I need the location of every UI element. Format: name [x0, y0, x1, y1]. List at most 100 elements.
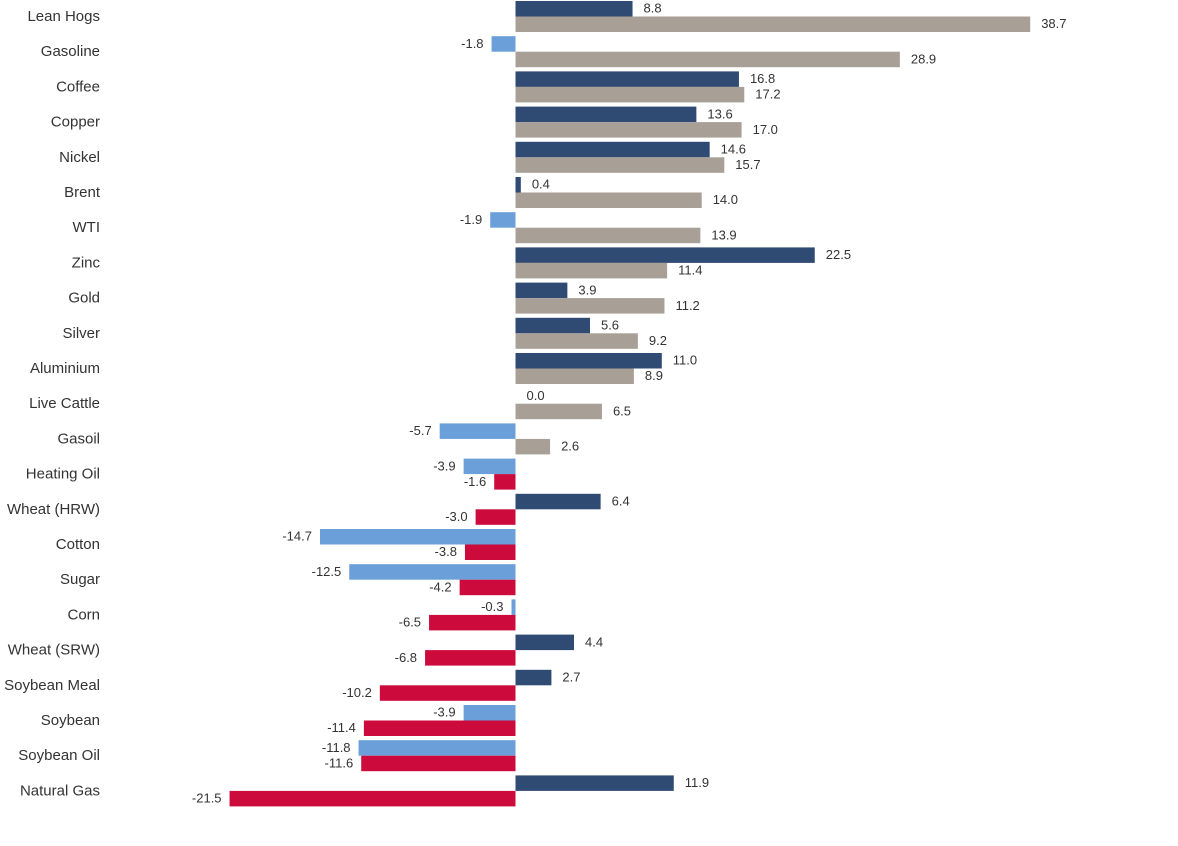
category-label-copper: Copper: [51, 114, 100, 131]
bar-gasoline-series-2: [515, 51, 900, 68]
value-label-natural-gas-series-2: -21.5: [192, 791, 222, 806]
value-label-soybean-series-1: -3.9: [433, 705, 455, 720]
bar-lean-hogs-series-2: [515, 16, 1031, 32]
value-label-silver-series-2: 9.2: [649, 333, 667, 348]
value-label-wheat-srw-series-1: 4.4: [585, 634, 603, 649]
category-label-silver: Silver: [62, 325, 100, 342]
category-label-coffee: Coffee: [56, 78, 100, 95]
bar-soybean-oil-series-2: [361, 755, 516, 772]
bar-silver-series-1: [515, 317, 590, 334]
value-label-zinc-series-2: 11.4: [678, 263, 702, 278]
value-label-gold-series-1: 3.9: [578, 282, 596, 297]
labels-layer: Lean Hogs 8.8 38.7 Gasoline -1.8 28.9 Coffee 16…: [4, 1, 1066, 806]
category-label-natural-gas: Natural Gas: [20, 782, 100, 799]
bar-nickel-series-1: [515, 141, 710, 158]
bar-brent-series-1: [515, 177, 521, 193]
bar-sugar-series-1: [349, 564, 516, 580]
category-label-soybean-meal: Soybean Meal: [4, 677, 100, 694]
value-label-wti-series-1: -1.9: [460, 212, 482, 227]
value-label-aluminium-series-2: 8.9: [645, 368, 663, 383]
value-label-live-cattle-series-1: 0.0: [527, 388, 545, 403]
value-label-wheat-hrw-series-2: -3.0: [445, 509, 467, 524]
value-label-lean-hogs-series-1: 8.8: [644, 1, 662, 16]
value-label-live-cattle-series-2: 6.5: [613, 403, 631, 418]
bar-soybean-oil-series-1: [358, 740, 516, 756]
bar-cotton-series-2: [464, 544, 516, 560]
bar-wheat-srw-series-1: [515, 634, 575, 651]
value-label-heating-oil-series-1: -3.9: [433, 458, 455, 473]
bar-gasoil-series-2: [515, 438, 551, 455]
value-label-natural-gas-series-1: 11.9: [685, 775, 709, 790]
category-label-heating-oil: Heating Oil: [26, 466, 100, 483]
value-label-wheat-hrw-series-1: 6.4: [612, 493, 630, 508]
category-label-soybean-oil: Soybean Oil: [18, 747, 100, 764]
bar-live-cattle-series-2: [515, 403, 602, 420]
value-label-sugar-series-1: -12.5: [312, 564, 342, 579]
value-label-brent-series-2: 14.0: [713, 192, 738, 207]
value-label-sugar-series-2: -4.2: [429, 579, 451, 594]
category-label-cotton: Cotton: [56, 536, 100, 553]
category-label-brent: Brent: [64, 184, 101, 201]
value-label-zinc-series-1: 22.5: [826, 247, 851, 262]
bar-heating-oil-series-1: [463, 458, 516, 475]
value-label-cotton-series-2: -3.8: [435, 544, 457, 559]
bar-gold-series-2: [515, 298, 665, 314]
value-label-soybean-oil-series-1: -11.8: [322, 740, 351, 755]
value-label-aluminium-series-1: 11.0: [673, 353, 697, 368]
value-label-gasoline-series-2: 28.9: [911, 51, 936, 66]
bar-lean-hogs-series-1: [515, 1, 633, 17]
bar-soybean-series-1: [463, 705, 516, 721]
bar-wheat-hrw-series-1: [515, 493, 601, 510]
value-label-nickel-series-2: 15.7: [735, 157, 760, 172]
bar-soybean-meal-series-2: [379, 685, 516, 701]
value-label-corn-series-1: -0.3: [481, 599, 503, 614]
bar-coffee-series-1: [515, 71, 739, 87]
category-label-zinc: Zinc: [72, 254, 101, 271]
value-label-gasoil-series-2: 2.6: [561, 439, 579, 454]
bar-cotton-series-1: [319, 529, 516, 545]
value-label-heating-oil-series-2: -1.6: [464, 474, 486, 489]
value-label-soybean-oil-series-2: -11.6: [325, 755, 354, 770]
value-label-soybean-series-2: -11.4: [327, 720, 356, 735]
bar-soybean-series-2: [363, 720, 516, 736]
bar-natural-gas-series-2: [229, 790, 516, 807]
category-label-wheat-srw: Wheat (SRW): [8, 642, 100, 659]
bar-brent-series-2: [515, 192, 702, 208]
bar-gasoil-series-1: [439, 423, 516, 439]
bar-zinc-series-2: [515, 262, 668, 279]
bar-silver-series-2: [515, 333, 638, 349]
value-label-cotton-series-1: -14.7: [282, 529, 312, 544]
category-label-nickel: Nickel: [59, 149, 100, 166]
category-label-gasoline: Gasoline: [41, 43, 100, 60]
category-label-wti: WTI: [73, 219, 101, 236]
bar-gasoline-series-1: [491, 36, 516, 52]
value-label-wti-series-2: 13.9: [711, 227, 736, 242]
bar-copper-series-1: [515, 106, 697, 123]
value-label-nickel-series-1: 14.6: [721, 141, 746, 156]
bar-wheat-hrw-series-2: [475, 509, 516, 525]
value-label-corn-series-2: -6.5: [399, 615, 421, 630]
bar-heating-oil-series-2: [494, 474, 516, 490]
category-label-corn: Corn: [67, 606, 100, 623]
value-label-silver-series-1: 5.6: [601, 317, 619, 332]
bar-gold-series-1: [515, 282, 568, 299]
category-label-soybean: Soybean: [41, 712, 100, 729]
value-label-brent-series-1: 0.4: [532, 177, 550, 192]
bar-wheat-srw-series-2: [425, 650, 516, 666]
bar-wti-series-2: [515, 227, 701, 244]
category-label-aluminium: Aluminium: [30, 360, 100, 377]
category-label-gasoil: Gasoil: [57, 430, 100, 447]
value-label-copper-series-2: 17.0: [753, 122, 778, 137]
category-label-live-cattle: Live Cattle: [29, 395, 100, 412]
value-label-copper-series-1: 13.6: [707, 106, 732, 121]
category-label-lean-hogs: Lean Hogs: [27, 8, 100, 25]
value-label-coffee-series-2: 17.2: [755, 87, 780, 102]
value-label-soybean-meal-series-1: 2.7: [562, 669, 580, 684]
category-label-gold: Gold: [68, 290, 100, 307]
value-label-soybean-meal-series-2: -10.2: [342, 685, 372, 700]
category-label-wheat-hrw: Wheat (HRW): [7, 501, 100, 518]
category-label-sugar: Sugar: [60, 571, 100, 588]
bar-wti-series-1: [490, 212, 516, 228]
bar-aluminium-series-2: [515, 368, 634, 384]
bar-corn-series-1: [511, 599, 516, 615]
